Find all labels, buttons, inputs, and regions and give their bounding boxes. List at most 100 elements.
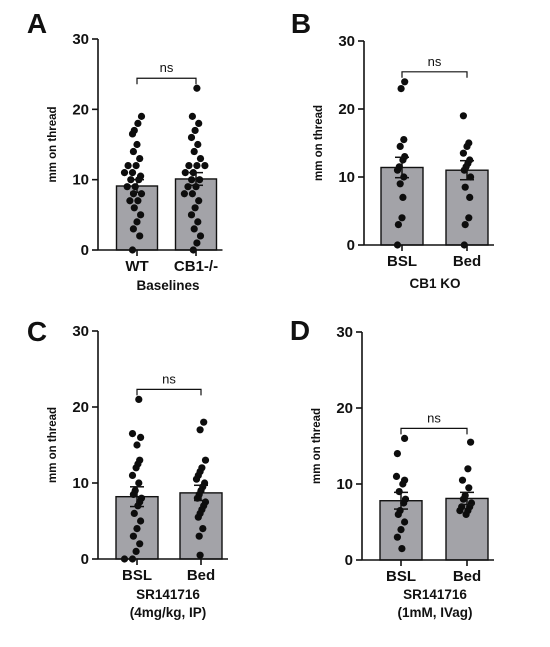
data-point [192, 475, 201, 483]
significance-label: ns [160, 60, 174, 75]
data-point [401, 434, 409, 442]
data-point [462, 510, 470, 518]
data-point [196, 176, 204, 184]
data-point [393, 533, 401, 541]
y-tick-label: 30 [72, 323, 89, 340]
data-point [200, 418, 208, 426]
y-tick-label: 10 [72, 475, 89, 492]
category-label: BSL [122, 567, 152, 584]
data-point [135, 479, 143, 487]
data-point [137, 190, 146, 198]
y-tick-label: 10 [336, 476, 353, 493]
data-point [461, 183, 469, 191]
data-point [129, 147, 137, 156]
x-axis-label: Baselines [136, 278, 199, 293]
significance-bracket [400, 427, 468, 435]
data-point [136, 232, 144, 240]
data-point [129, 190, 138, 198]
panel-a: A 0 10 20 30 WT CB1-/- mm on thread Baselines ns [27, 8, 223, 293]
data-point [124, 162, 132, 170]
data-point [137, 112, 146, 120]
data-point [187, 133, 196, 142]
data-point [194, 513, 202, 521]
data-point [136, 540, 144, 548]
y-tick-label: 20 [338, 101, 355, 118]
data-point [129, 490, 137, 498]
data-point [134, 502, 142, 510]
y-axis-label: mm on thread [47, 106, 59, 182]
data-point [465, 214, 473, 222]
category-label: Bed [453, 253, 481, 270]
data-point [133, 525, 141, 533]
data-point [459, 495, 467, 503]
data-point [397, 85, 405, 93]
data-point [396, 180, 404, 188]
y-tick-label: 0 [81, 242, 89, 259]
data-point [456, 507, 464, 515]
data-point [398, 545, 406, 553]
data-point [467, 173, 475, 181]
y-tick-label: 0 [81, 551, 89, 568]
data-point [126, 197, 134, 205]
x-axis-label: (1mM, IVag) [397, 605, 472, 620]
data-point [459, 112, 467, 120]
significance-label: ns [162, 371, 176, 386]
data-point [394, 221, 402, 229]
y-tick-label: 30 [336, 324, 353, 341]
bar-bsl [380, 166, 424, 246]
panel-c: C 0 10 20 30 BSL Bed mm on thread SR141716 (4mg/k… [27, 316, 228, 620]
y-tick-label: 30 [72, 31, 89, 48]
data-point [128, 130, 137, 138]
y-tick-label: 20 [72, 101, 89, 118]
y-tick-label: 10 [338, 169, 355, 186]
data-point [193, 162, 201, 170]
data-point [137, 211, 145, 219]
data-point [130, 204, 138, 212]
data-point [181, 169, 189, 177]
panel-b: B 0 10 20 30 BSL Bed mm on thread CB1 KO ns [291, 8, 494, 291]
data-point [458, 476, 467, 484]
data-point [133, 441, 141, 449]
data-point [190, 147, 198, 156]
y-tick-label: 0 [347, 237, 355, 254]
y-tick-label: 20 [336, 400, 353, 417]
data-point [134, 197, 142, 205]
significance-bracket [136, 388, 202, 396]
y-axis-label: mm on thread [311, 408, 323, 484]
y-tick-label: 10 [72, 172, 89, 189]
data-point [466, 193, 474, 201]
data-point [187, 211, 196, 219]
data-point [180, 190, 188, 198]
data-point [137, 517, 145, 525]
data-point [460, 166, 468, 174]
data-point [399, 156, 407, 164]
x-axis-label: SR141716 [136, 587, 200, 602]
data-point [129, 532, 137, 540]
data-point [193, 239, 201, 247]
panel-letter: B [291, 8, 311, 39]
panel-letter: C [27, 316, 47, 347]
data-point [129, 225, 137, 233]
data-point [397, 526, 405, 534]
data-point [393, 166, 402, 174]
data-point [194, 140, 202, 149]
data-point [133, 140, 141, 149]
data-point [188, 176, 196, 184]
data-point [196, 154, 205, 163]
data-point [195, 532, 203, 540]
category-label: Bed [453, 568, 481, 585]
data-point [191, 204, 199, 212]
data-point [459, 149, 467, 157]
data-point [467, 438, 475, 446]
panel-d: D 0 10 20 30 BSL Bed mm on thread SR141716 (1mM, … [290, 315, 494, 620]
data-point [195, 119, 203, 127]
data-point [401, 518, 409, 526]
panel-letter: D [290, 315, 310, 346]
significance-bracket [401, 71, 468, 78]
category-label: CB1-/- [174, 258, 218, 275]
data-point [184, 183, 192, 191]
data-point [137, 433, 145, 441]
data-point [188, 190, 196, 198]
bar-wt [115, 185, 159, 251]
